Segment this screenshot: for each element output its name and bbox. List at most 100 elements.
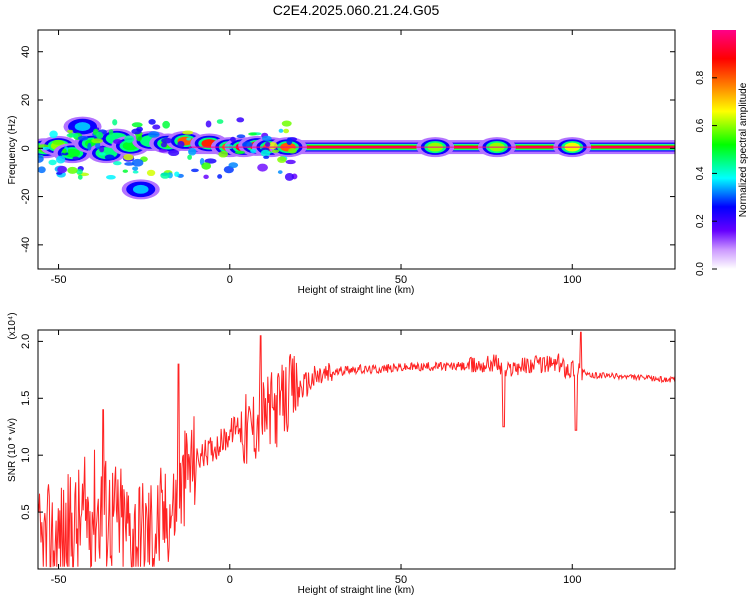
spectral-speckle bbox=[228, 162, 239, 169]
snr-xtick-label: -50 bbox=[51, 574, 67, 586]
spectrogram-ylabel: Frequency (Hz) bbox=[7, 116, 18, 185]
spectral-speckle bbox=[132, 170, 139, 174]
spectral-speckle bbox=[132, 166, 139, 171]
snr-data bbox=[38, 331, 675, 568]
spectral-speckle bbox=[152, 124, 161, 130]
spectral-speckle bbox=[271, 149, 280, 153]
spectral-speckle bbox=[161, 137, 173, 144]
spectral-speckle bbox=[265, 141, 271, 148]
spectrogram-ytick-label: 20 bbox=[20, 94, 32, 106]
spectrogram-frame bbox=[37, 29, 676, 270]
spectral-speckle bbox=[113, 139, 123, 145]
spectral-speckle bbox=[62, 148, 67, 154]
colorbar-tick-label: 0.6 bbox=[695, 118, 706, 132]
spectral-speckle bbox=[131, 122, 143, 128]
spectrogram-xtick-label: 50 bbox=[395, 274, 407, 286]
snr-line bbox=[38, 331, 675, 568]
spectral-speckle bbox=[131, 128, 142, 135]
spectral-speckle bbox=[281, 120, 292, 127]
spectral-speckle bbox=[113, 161, 122, 166]
spectrogram-ytick-label: 0 bbox=[20, 145, 32, 151]
colorbar-label: Normalized spectral amplitude bbox=[738, 82, 749, 217]
spectral-speckle bbox=[49, 130, 58, 139]
spectral-speckle bbox=[132, 158, 144, 167]
spectral-speckle bbox=[160, 172, 170, 179]
spectral-speckle bbox=[67, 166, 78, 174]
snr-panel: -50 0 50 100 0.5 1.0 1.5 2.0 Height of straight… bbox=[7, 312, 676, 596]
spectral-speckle bbox=[283, 128, 290, 134]
spectral-speckle bbox=[124, 162, 135, 166]
spectrogram-data bbox=[38, 116, 675, 200]
spectral-speckle bbox=[104, 154, 115, 161]
snr-scale-label: (x10⁴) bbox=[7, 312, 18, 339]
spectral-speckle bbox=[203, 174, 209, 180]
spectral-speckle bbox=[61, 152, 69, 156]
spectral-speckle bbox=[52, 139, 64, 145]
spectral-speckle bbox=[263, 155, 270, 159]
spectral-speckle bbox=[242, 141, 253, 149]
spectrogram-ytick-label: -40 bbox=[20, 237, 32, 253]
spectrogram-xlabel: Height of straight line (km) bbox=[298, 285, 415, 296]
spectral-speckle bbox=[236, 117, 245, 123]
spectrogram-xtick-label: 100 bbox=[563, 274, 581, 286]
spectral-speckle bbox=[168, 149, 180, 156]
spectral-speckle bbox=[177, 140, 185, 148]
spectral-speckle bbox=[261, 135, 272, 141]
colorbar-tick-label: 0.8 bbox=[695, 70, 706, 84]
spectral-blob bbox=[74, 122, 91, 131]
spectral-speckle bbox=[158, 148, 168, 153]
spectral-speckle bbox=[57, 165, 68, 174]
spectral-speckle bbox=[188, 148, 197, 156]
spectral-speckle bbox=[182, 130, 194, 135]
spectral-speckle bbox=[248, 132, 257, 136]
spectral-speckle bbox=[108, 129, 114, 135]
snr-ytick-label: 1.0 bbox=[20, 448, 32, 463]
spectral-speckle bbox=[230, 136, 236, 143]
spectrogram-xtick-label: 0 bbox=[227, 274, 233, 286]
spectral-speckle bbox=[87, 142, 92, 151]
colorbar: 0.0 0.2 0.4 0.6 0.8 Normalized spectral ampl… bbox=[695, 30, 749, 276]
spectral-speckle bbox=[186, 137, 192, 141]
spectral-speckle bbox=[216, 119, 224, 124]
spectral-speckle bbox=[236, 134, 246, 139]
spectral-speckle bbox=[67, 129, 74, 133]
spectral-speckle bbox=[96, 131, 104, 140]
snr-ylabel: SNR (10 * v/v) bbox=[7, 418, 18, 482]
spectral-speckle bbox=[174, 171, 180, 177]
spectral-speckle bbox=[277, 156, 287, 163]
spectrogram-ytick-label: -20 bbox=[20, 189, 32, 205]
spectral-speckle bbox=[99, 152, 106, 156]
spectral-speckle bbox=[72, 156, 80, 160]
spectral-speckle bbox=[66, 133, 79, 138]
snr-xtick-label: 0 bbox=[227, 574, 233, 586]
spectral-speckle bbox=[148, 119, 156, 125]
spectral-speckle bbox=[205, 120, 212, 128]
spectral-speckle bbox=[278, 128, 284, 133]
spectral-speckle bbox=[187, 154, 192, 160]
spectrogram-xtick-label: -50 bbox=[51, 274, 67, 286]
spectral-blob bbox=[64, 148, 81, 158]
spectrogram-panel: -50 0 50 100 -40 -20 0 20 40 Height of straight … bbox=[7, 29, 676, 296]
spectral-speckle bbox=[218, 151, 229, 158]
snr-ytick-label: 2.0 bbox=[20, 334, 32, 349]
spectral-speckle bbox=[122, 169, 129, 173]
colorbar-tick-label: 0.4 bbox=[695, 166, 706, 180]
spectral-speckle bbox=[106, 174, 116, 180]
spectral-speckle bbox=[41, 146, 50, 151]
spectral-speckle bbox=[285, 159, 296, 165]
snr-ytick-label: 0.5 bbox=[20, 504, 32, 519]
spectral-speckle bbox=[146, 169, 156, 177]
spectral-speckle bbox=[77, 174, 83, 180]
spectral-speckle bbox=[277, 170, 283, 174]
spectral-speckle bbox=[160, 142, 167, 148]
spectral-speckle bbox=[234, 150, 245, 155]
spectral-speckle bbox=[124, 135, 135, 143]
spectral-blob bbox=[132, 184, 149, 194]
snr-ytick-label: 1.5 bbox=[20, 391, 32, 406]
spectral-speckle bbox=[55, 155, 66, 164]
colorbar-tick-label: 0.2 bbox=[695, 214, 706, 228]
spectral-speckle bbox=[288, 148, 297, 154]
colorbar-ticks: 0.0 0.2 0.4 0.6 0.8 bbox=[695, 70, 717, 276]
